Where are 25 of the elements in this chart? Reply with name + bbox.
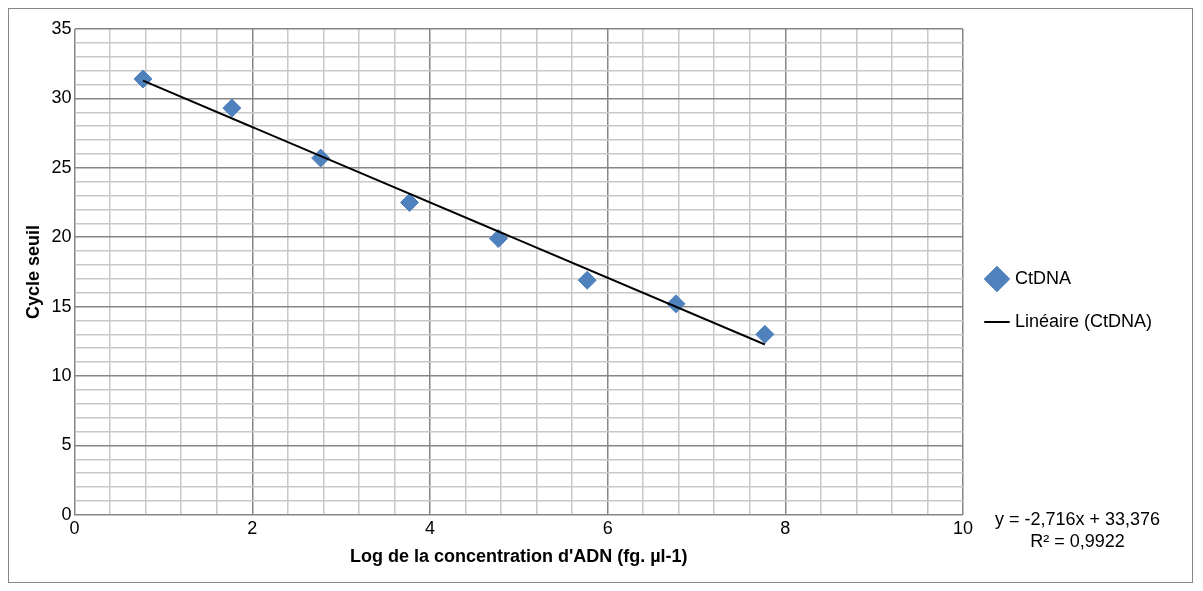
y-tick-label: 15 [51, 295, 72, 316]
point [222, 98, 242, 118]
y-tick-label: 5 [61, 434, 72, 455]
x-axis-title: Log de la concentration d'ADN (fg. µl-1) [349, 546, 688, 567]
point [488, 229, 508, 249]
x-tick-label: 4 [424, 517, 435, 538]
x-tick-label: 6 [602, 517, 613, 538]
y-axis-title: Cycle seuil [22, 224, 43, 319]
y-tick-label: 30 [51, 87, 72, 108]
x-tick-label: 2 [247, 517, 258, 538]
point [133, 69, 153, 89]
text: y = -2,716x + 33,376 [994, 508, 1161, 529]
y-tick-label: 25 [51, 156, 72, 177]
point [577, 270, 597, 290]
x-tick-label: 8 [780, 517, 791, 538]
y-tick-label: 10 [51, 364, 72, 385]
y-tick-label: 35 [51, 17, 72, 38]
y-tick-label: 20 [51, 226, 72, 247]
text: R² = 0,9922 [1030, 530, 1125, 551]
x-tick-label: 10 [952, 517, 973, 538]
legend-label: CtDNA [1014, 267, 1071, 288]
point [755, 324, 775, 344]
legend-label: Linéaire (CtDNA) [1014, 310, 1153, 331]
y-tick-label: 0 [61, 503, 72, 524]
point [400, 193, 420, 212]
